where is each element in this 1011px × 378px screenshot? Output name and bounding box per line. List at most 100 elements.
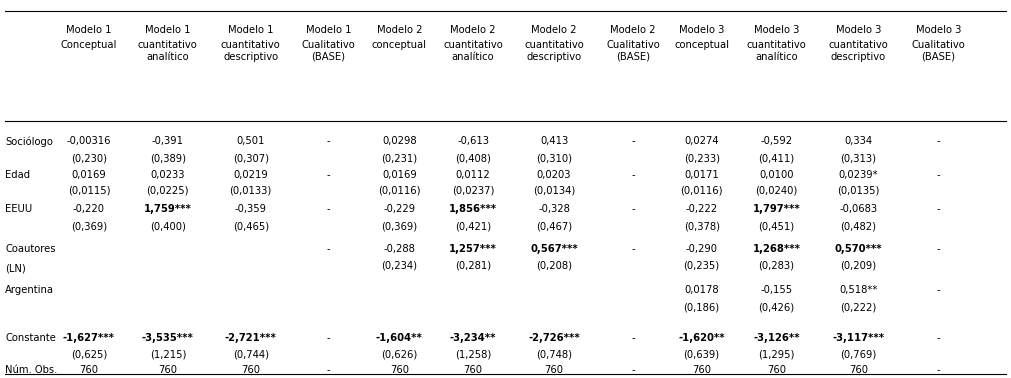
Text: Modelo 3: Modelo 3 [836, 25, 881, 34]
Text: -: - [936, 333, 940, 342]
Text: Modelo 2: Modelo 2 [450, 25, 496, 34]
Text: Conceptual: Conceptual [61, 40, 117, 50]
Text: -: - [327, 365, 331, 375]
Text: (0,378): (0,378) [683, 221, 720, 231]
Text: (0,222): (0,222) [840, 302, 877, 312]
Text: (0,389): (0,389) [150, 153, 186, 163]
Text: (0,769): (0,769) [840, 350, 877, 359]
Text: -0,613: -0,613 [457, 136, 489, 146]
Text: Modelo 3: Modelo 3 [679, 25, 724, 34]
Text: (0,233): (0,233) [683, 153, 720, 163]
Text: -3,234**: -3,234** [450, 333, 496, 342]
Text: -: - [631, 204, 635, 214]
Text: (0,235): (0,235) [683, 261, 720, 271]
Text: Modelo 2: Modelo 2 [531, 25, 577, 34]
Text: -: - [631, 136, 635, 146]
Text: (0,234): (0,234) [381, 261, 418, 271]
Text: (0,400): (0,400) [150, 221, 186, 231]
Text: 760: 760 [80, 365, 98, 375]
Text: (0,408): (0,408) [455, 153, 491, 163]
Text: -: - [936, 170, 940, 180]
Text: -1,604**: -1,604** [376, 333, 423, 342]
Text: Cualitativo
(BASE): Cualitativo (BASE) [606, 40, 660, 62]
Text: Modelo 2: Modelo 2 [376, 25, 423, 34]
Text: Sociólogo: Sociólogo [5, 136, 53, 147]
Text: (LN): (LN) [5, 264, 26, 274]
Text: -2,726***: -2,726*** [528, 333, 580, 342]
Text: -: - [631, 365, 635, 375]
Text: Argentina: Argentina [5, 285, 54, 295]
Text: 760: 760 [390, 365, 408, 375]
Text: (1,258): (1,258) [455, 350, 491, 359]
Text: conceptual: conceptual [372, 40, 427, 50]
Text: -0,328: -0,328 [538, 204, 570, 214]
Text: -0,290: -0,290 [685, 244, 718, 254]
Text: Modelo 3: Modelo 3 [916, 25, 960, 34]
Text: 1,268***: 1,268*** [752, 244, 801, 254]
Text: -: - [327, 136, 331, 146]
Text: -3,117***: -3,117*** [832, 333, 885, 342]
Text: (1,295): (1,295) [758, 350, 795, 359]
Text: cuantitativo
analítico: cuantitativo analítico [746, 40, 807, 62]
Text: (0,639): (0,639) [683, 350, 720, 359]
Text: 0,0169: 0,0169 [382, 170, 417, 180]
Text: 760: 760 [693, 365, 711, 375]
Text: (0,186): (0,186) [683, 302, 720, 312]
Text: 760: 760 [545, 365, 563, 375]
Text: (0,0240): (0,0240) [755, 185, 798, 195]
Text: Modelo 1: Modelo 1 [145, 25, 191, 34]
Text: -: - [327, 170, 331, 180]
Text: (0,467): (0,467) [536, 221, 572, 231]
Text: (0,369): (0,369) [71, 221, 107, 231]
Text: -: - [327, 204, 331, 214]
Text: (0,0133): (0,0133) [229, 185, 272, 195]
Text: -: - [327, 244, 331, 254]
Text: (1,215): (1,215) [150, 350, 186, 359]
Text: 0,0169: 0,0169 [72, 170, 106, 180]
Text: -2,721***: -2,721*** [224, 333, 277, 342]
Text: Cualitativo
(BASE): Cualitativo (BASE) [301, 40, 356, 62]
Text: (0,230): (0,230) [71, 153, 107, 163]
Text: -0,359: -0,359 [235, 204, 267, 214]
Text: 0,570***: 0,570*** [834, 244, 883, 254]
Text: 0,0239*: 0,0239* [838, 170, 879, 180]
Text: 760: 760 [849, 365, 867, 375]
Text: -0,00316: -0,00316 [67, 136, 111, 146]
Text: 0,0112: 0,0112 [456, 170, 490, 180]
Text: (0,0115): (0,0115) [68, 185, 110, 195]
Text: 1,797***: 1,797*** [752, 204, 801, 214]
Text: -: - [936, 204, 940, 214]
Text: 760: 760 [242, 365, 260, 375]
Text: cuantitativo
descriptivo: cuantitativo descriptivo [220, 40, 281, 62]
Text: Edad: Edad [5, 170, 30, 180]
Text: -: - [631, 333, 635, 342]
Text: (0,0225): (0,0225) [147, 185, 189, 195]
Text: (0,411): (0,411) [758, 153, 795, 163]
Text: cuantitativo
analítico: cuantitativo analítico [137, 40, 198, 62]
Text: (0,626): (0,626) [381, 350, 418, 359]
Text: -: - [327, 333, 331, 342]
Text: (0,482): (0,482) [840, 221, 877, 231]
Text: cuantitativo
descriptivo: cuantitativo descriptivo [828, 40, 889, 62]
Text: 0,0274: 0,0274 [684, 136, 719, 146]
Text: (0,281): (0,281) [455, 261, 491, 271]
Text: 760: 760 [767, 365, 786, 375]
Text: 0,0203: 0,0203 [537, 170, 571, 180]
Text: Cualitativo
(BASE): Cualitativo (BASE) [911, 40, 966, 62]
Text: (0,426): (0,426) [758, 302, 795, 312]
Text: Núm. Obs.: Núm. Obs. [5, 365, 58, 375]
Text: Coautores: Coautores [5, 244, 56, 254]
Text: 760: 760 [464, 365, 482, 375]
Text: (0,0135): (0,0135) [837, 185, 880, 195]
Text: Modelo 1: Modelo 1 [227, 25, 274, 34]
Text: (0,748): (0,748) [536, 350, 572, 359]
Text: -: - [631, 244, 635, 254]
Text: cuantitativo
analítico: cuantitativo analítico [443, 40, 503, 62]
Text: -: - [936, 285, 940, 295]
Text: (0,0134): (0,0134) [533, 185, 575, 195]
Text: 0,413: 0,413 [540, 136, 568, 146]
Text: (0,0116): (0,0116) [680, 185, 723, 195]
Text: 0,0171: 0,0171 [684, 170, 719, 180]
Text: 0,0219: 0,0219 [234, 170, 268, 180]
Text: 0,501: 0,501 [237, 136, 265, 146]
